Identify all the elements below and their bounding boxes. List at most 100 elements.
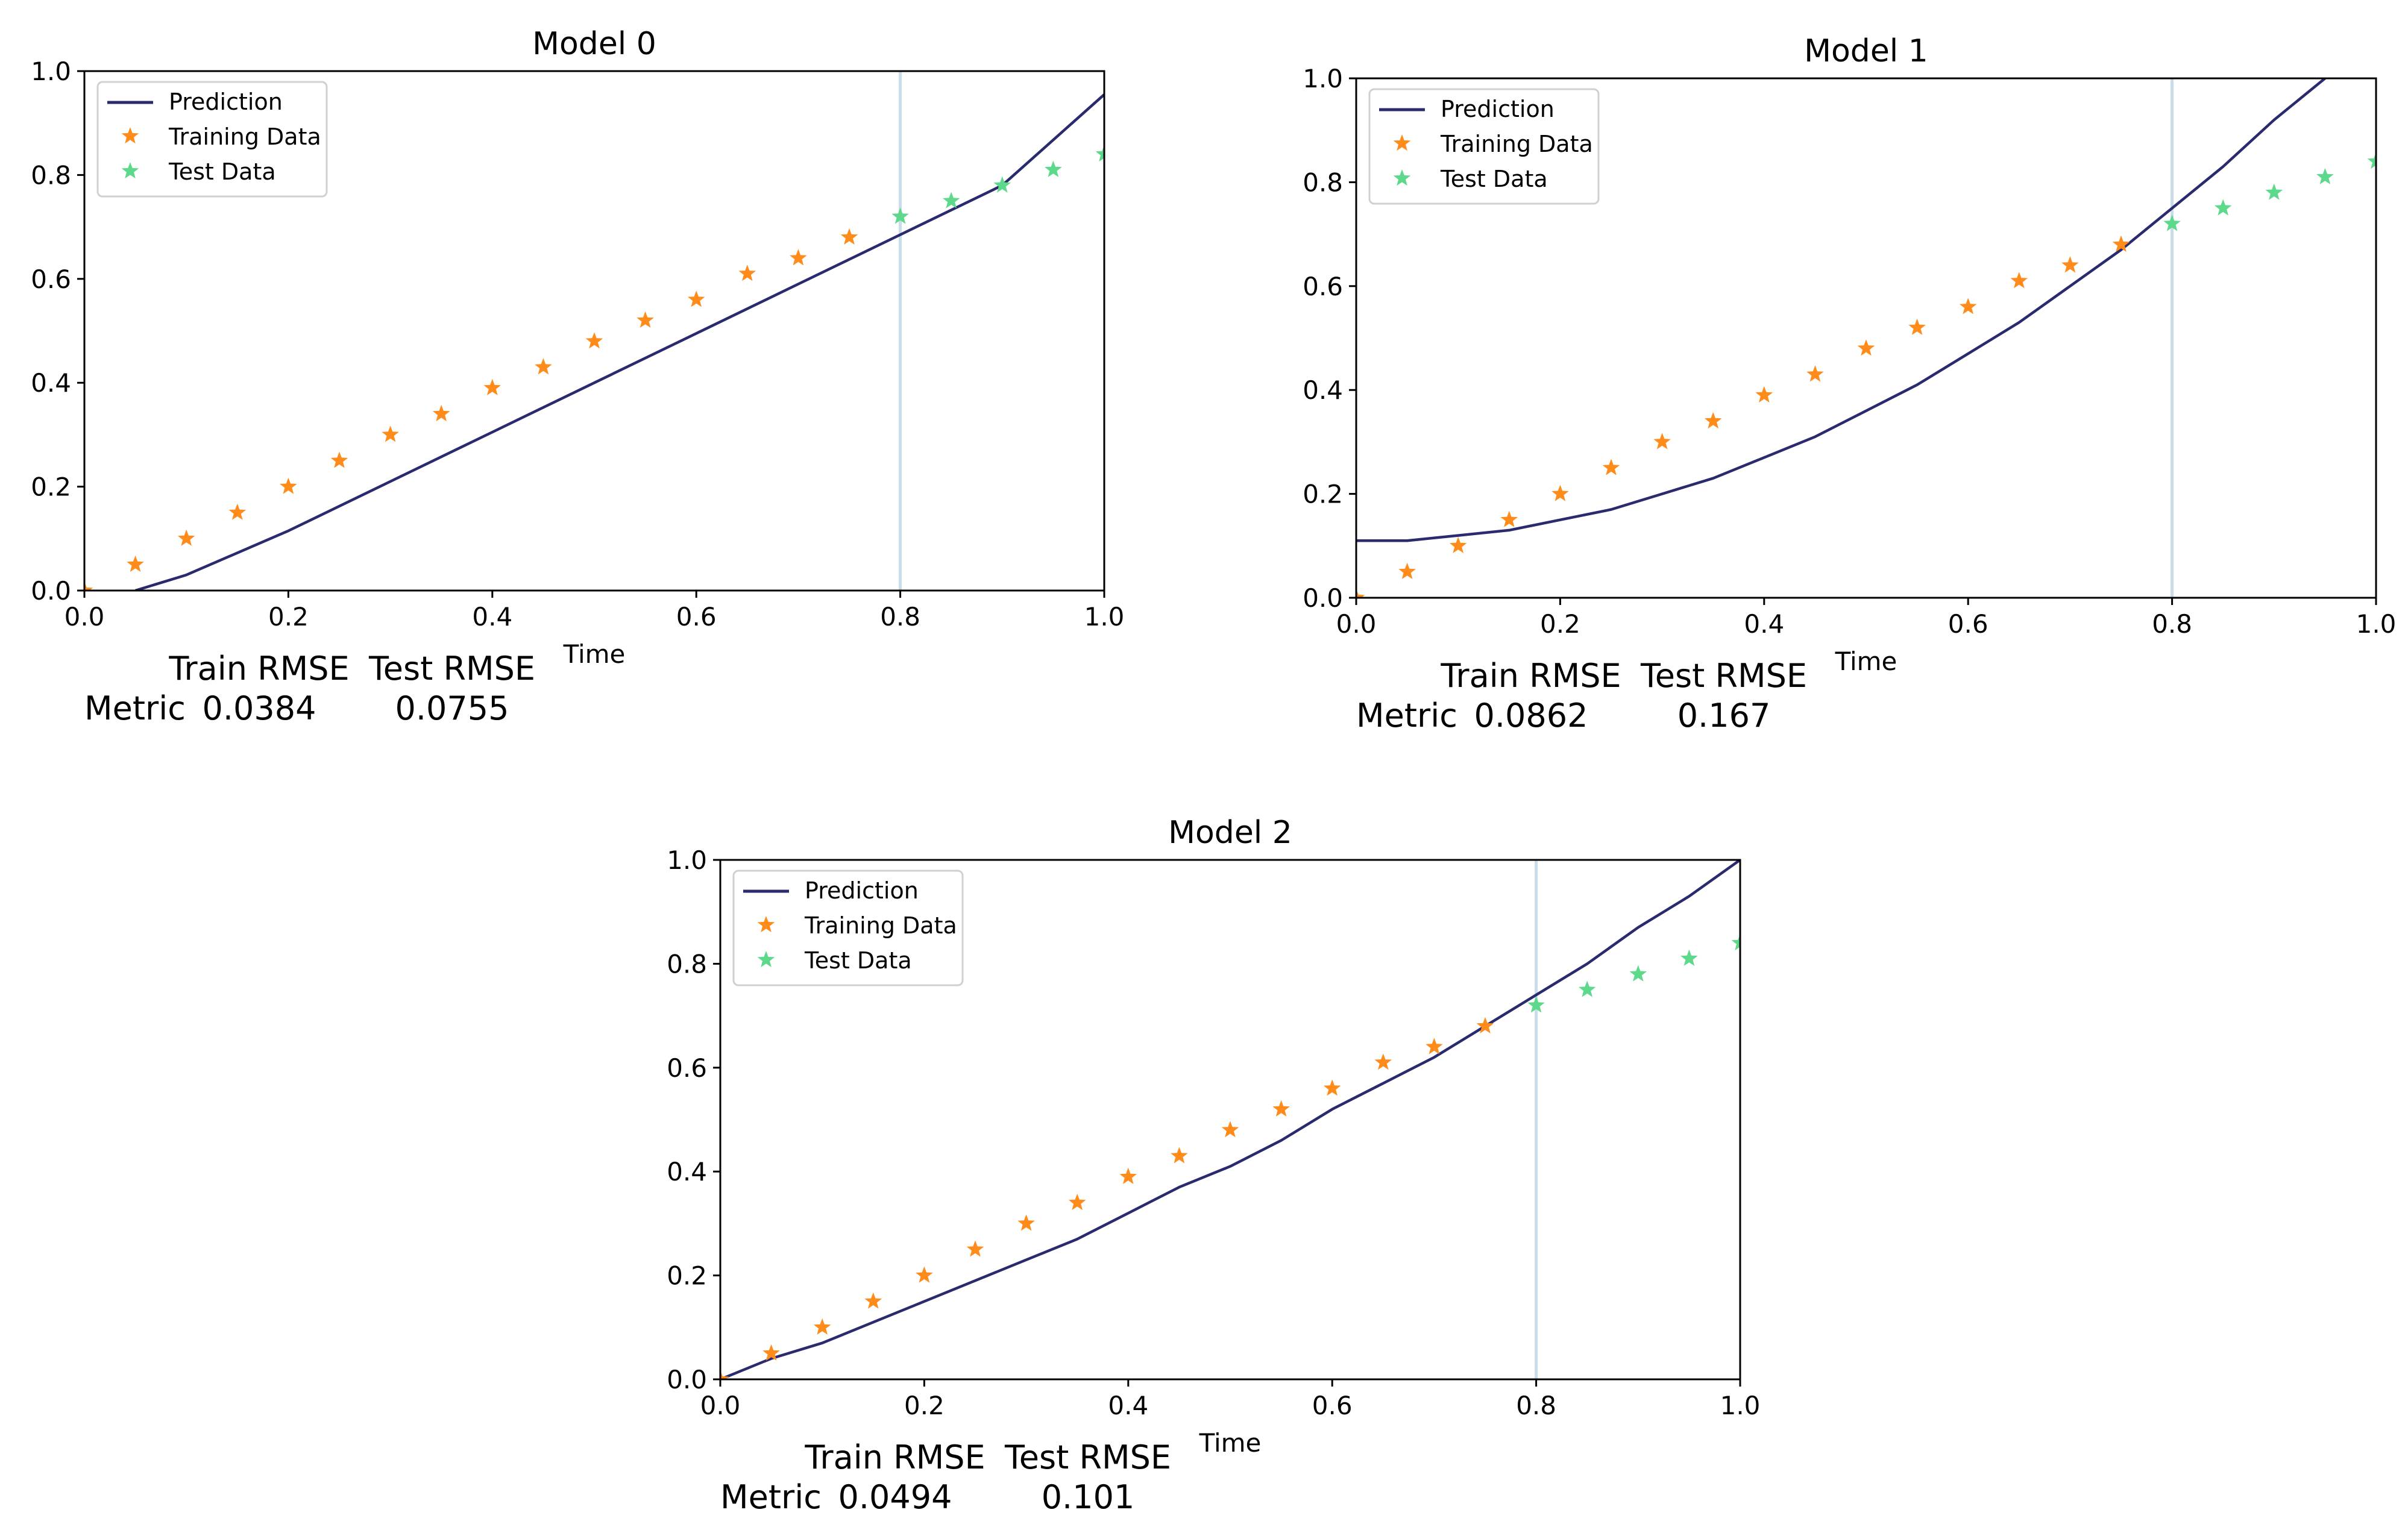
legend-entry-label: Test Data — [1440, 166, 1548, 192]
training-data-point — [1323, 1079, 1341, 1096]
y-tick-label: 1.0 — [31, 57, 71, 86]
training-data-point — [280, 477, 297, 494]
y-tick-label: 0.8 — [667, 949, 707, 979]
x-tick-label: 0.8 — [2152, 609, 2192, 639]
training-data-point — [1806, 365, 1824, 382]
legend-entry-label: Prediction — [805, 877, 919, 904]
metrics-train-rmse: 0.0862 — [1474, 697, 1588, 735]
training-data-point — [1356, 589, 1365, 598]
test-data-point — [2163, 215, 2181, 231]
metrics-test-rmse: 0.101 — [1042, 1478, 1135, 1516]
legend-test-swatch — [757, 951, 775, 968]
training-data-point — [127, 555, 144, 572]
chart-0: Model 0 0.0 0.2 0.4 0.6 0.8 1.0 0.0 0.2 0.4 0.6 0.8… — [31, 26, 1124, 727]
training-data-point — [1017, 1214, 1035, 1231]
y-tick-label: 0.2 — [31, 472, 71, 502]
training-data-point — [1908, 318, 1926, 335]
x-tick-label: 0.2 — [1540, 609, 1580, 639]
y-tick-label: 0.6 — [31, 265, 71, 294]
axes-frame — [1355, 77, 2377, 599]
test-data-point — [1045, 160, 1062, 177]
legend-training-swatch — [121, 127, 139, 144]
y-tick-label: 0.0 — [31, 576, 71, 606]
training-data-point — [840, 228, 858, 245]
training-data-point — [720, 1370, 729, 1379]
x-tick-label: 0.4 — [472, 602, 512, 632]
y-tick-label: 0.8 — [31, 160, 71, 190]
x-tick-label: 1.0 — [2356, 609, 2397, 639]
chart-title: Model 0 — [532, 26, 656, 62]
y-tick-label: 0.6 — [1303, 272, 1343, 301]
metrics-header-train: Train RMSE — [804, 1438, 985, 1476]
training-data-point — [1449, 536, 1467, 553]
legend-training-swatch — [757, 916, 775, 933]
metrics-row-label: Metric — [84, 689, 186, 727]
x-axis-label: Time — [1199, 1428, 1262, 1458]
training-data-point — [1068, 1193, 1086, 1211]
training-data-point — [1551, 484, 1569, 501]
x-tick-label: 0.8 — [1516, 1391, 1556, 1420]
x-tick-label: 0.0 — [700, 1391, 741, 1420]
training-data-point — [1398, 562, 1416, 579]
plot-area — [84, 71, 1104, 591]
training-data-point — [1374, 1053, 1392, 1070]
metrics-header-test: Test RMSE — [368, 650, 535, 688]
x-tick-label: 0.6 — [1312, 1391, 1353, 1420]
training-data-point — [687, 290, 705, 307]
x-tick-label: 0.6 — [676, 602, 717, 632]
training-data-point — [535, 358, 552, 375]
training-data-point — [1653, 433, 1671, 450]
training-data-point — [2112, 235, 2130, 252]
legend-entry-label: Training Data — [1440, 131, 1593, 157]
training-data-point — [1476, 1017, 1494, 1033]
test-data-point — [993, 176, 1011, 193]
training-data-point — [790, 249, 807, 266]
y-tick-label: 0.0 — [667, 1365, 707, 1394]
test-data-point — [2367, 152, 2376, 169]
metrics-row-label: Metric — [720, 1478, 822, 1516]
legend-training-swatch — [1393, 134, 1411, 151]
test-data-point — [1095, 145, 1104, 162]
chart-2: Model 2 0.0 0.2 0.4 0.6 0.8 1.0 0.0 0.2 0.4 0.6 0.8… — [667, 815, 1760, 1516]
training-data-point — [1221, 1121, 1239, 1138]
legend-box — [1368, 88, 1600, 205]
legend-entry-label: Prediction — [169, 89, 283, 115]
y-tick-label: 0.6 — [667, 1053, 707, 1083]
legend-entry-label: Prediction — [1441, 96, 1555, 122]
chart-title: Model 1 — [1804, 33, 1928, 69]
x-tick-label: 1.0 — [1084, 602, 1125, 632]
training-data-point — [813, 1318, 831, 1335]
x-tick-label: 0.4 — [1108, 1391, 1148, 1420]
training-data-point — [1500, 510, 1518, 527]
training-data-point — [1857, 339, 1875, 356]
test-data-point — [942, 192, 960, 208]
test-data-point — [1629, 965, 1647, 982]
test-data-point — [2214, 199, 2232, 216]
training-data-point — [330, 451, 348, 468]
axes-frame — [83, 70, 1105, 592]
test-data-point — [1578, 980, 1596, 997]
training-data-point — [1119, 1167, 1137, 1184]
training-data-point — [585, 332, 603, 349]
metrics-header-test: Test RMSE — [1004, 1438, 1171, 1476]
plot-area — [1356, 78, 2376, 598]
y-tick-label: 0.4 — [31, 368, 71, 398]
y-tick-label: 0.0 — [1303, 583, 1343, 613]
y-tick-label: 1.0 — [667, 845, 707, 875]
x-axis-label: Time — [563, 639, 626, 669]
legend-entry-label: Test Data — [804, 947, 912, 974]
training-data-point — [1272, 1100, 1290, 1117]
legend-entry-label: Training Data — [804, 912, 957, 939]
y-tick-label: 0.8 — [1303, 168, 1343, 197]
axes-frame — [719, 859, 1741, 1381]
training-data-point — [228, 503, 247, 520]
plot-area — [720, 860, 1740, 1379]
y-tick-label: 1.0 — [1303, 64, 1343, 93]
training-data-point — [864, 1292, 882, 1309]
legend-test-swatch — [121, 162, 139, 179]
y-tick-label: 0.2 — [667, 1261, 707, 1291]
x-tick-label: 0.8 — [880, 602, 920, 632]
y-tick-label: 0.2 — [1303, 480, 1343, 509]
metrics-test-rmse: 0.0755 — [395, 689, 509, 727]
